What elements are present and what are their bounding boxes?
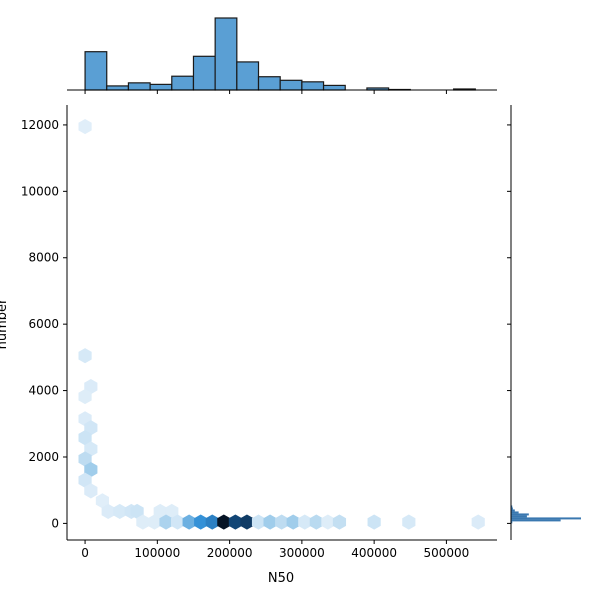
hexbin-cell [298, 514, 312, 530]
x-histogram-bar [214, 17, 238, 91]
x-tick-label: 0 [81, 546, 89, 560]
hexbin-cell [95, 493, 109, 509]
y-tick-label: 4000 [28, 384, 59, 398]
hexbin-cell [78, 118, 92, 135]
hexbin-cell [113, 503, 127, 520]
hexbin-cell [240, 514, 254, 530]
hexbin-cell [275, 514, 289, 530]
y-tick-label: 10000 [21, 184, 59, 198]
y-histogram-bar [511, 511, 519, 514]
x-histogram-bar [106, 85, 130, 91]
hexbin-cell [84, 420, 98, 436]
x-tick-label: 400000 [351, 546, 397, 560]
x-histogram-bar [127, 82, 151, 91]
hexbin-cell [153, 503, 167, 520]
hexbin-cell [84, 483, 98, 499]
hexbin-cell [332, 514, 347, 530]
hexbin-cell [78, 430, 92, 446]
main-hexbin-plot [78, 118, 485, 530]
hexbin-cell [286, 514, 300, 530]
x-tick-label: 200000 [207, 546, 253, 560]
y-histogram-bar [511, 509, 515, 512]
hexbin-cell [402, 514, 416, 530]
y-axis-label: number [0, 298, 10, 349]
hexbin-cell [194, 514, 208, 530]
y-tick-label: 8000 [28, 251, 59, 265]
hexbin-cell [205, 514, 219, 530]
x-tick-label: 500000 [424, 546, 470, 560]
y-tick-label: 2000 [28, 450, 59, 464]
x-axis-label: N50 [268, 571, 294, 586]
y-histogram-bar [511, 517, 581, 520]
y-tick-label: 6000 [28, 317, 59, 331]
hexbin-cell [367, 514, 381, 530]
x-histogram-bar [301, 81, 325, 91]
hexbin-cell [165, 503, 179, 520]
hexbin-cell [228, 514, 242, 530]
x-histogram-bar [279, 79, 303, 91]
hexbin-cell [78, 451, 92, 467]
hexbin-cell [471, 514, 485, 530]
y-tick-label: 0 [51, 516, 59, 530]
x-histogram-bar [171, 75, 195, 91]
y-histogram-bar [511, 519, 561, 522]
x-histogram-bar [192, 55, 216, 91]
x-tick-label: 300000 [279, 546, 325, 560]
hexbin-cell [147, 514, 162, 530]
hexbin-cell [263, 514, 277, 530]
hexbin-cell [101, 503, 115, 520]
hexbin-cell [321, 514, 335, 530]
x-histogram-bar [322, 84, 346, 91]
y-histogram-bar [511, 505, 513, 508]
y-histogram-bar [511, 507, 513, 510]
top-histogram [67, 17, 497, 94]
right-histogram [507, 105, 581, 540]
hexbin-cell [251, 514, 266, 530]
hexbin-cell [78, 472, 92, 488]
hexbin-cell [136, 514, 150, 530]
x-histogram-bar [84, 51, 108, 91]
y-histogram-bar [511, 513, 529, 516]
y-histogram-bar [511, 515, 527, 518]
y-tick-label: 12000 [21, 118, 59, 132]
hexbin-cell [78, 348, 92, 364]
x-histogram-bar [149, 83, 173, 91]
hexbin-cell [159, 514, 173, 530]
hexbin-cell [309, 514, 323, 530]
hexbin-cell [170, 514, 185, 530]
x-histogram-bar [236, 61, 260, 91]
y-histogram-bar [511, 521, 513, 524]
x-histogram-bar [257, 76, 281, 91]
hexbin-cell [217, 514, 231, 530]
hexbin-cell [182, 514, 196, 530]
axes: 0 100000 200000 300000 400000 500000 0 2000 4000… [21, 105, 497, 560]
x-tick-label: 100000 [134, 546, 180, 560]
hexbin-cell [84, 462, 98, 478]
hexbin-cell [78, 388, 92, 405]
hexbin-cell [130, 503, 144, 520]
